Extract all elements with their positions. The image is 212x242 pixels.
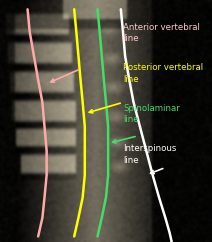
Text: Interspinous
line: Interspinous line bbox=[123, 144, 176, 165]
Text: Spinolaminar
line: Spinolaminar line bbox=[123, 104, 180, 124]
Text: Posterior vertebral
line: Posterior vertebral line bbox=[123, 63, 203, 83]
Text: Anterior vertebral
line: Anterior vertebral line bbox=[123, 23, 200, 43]
